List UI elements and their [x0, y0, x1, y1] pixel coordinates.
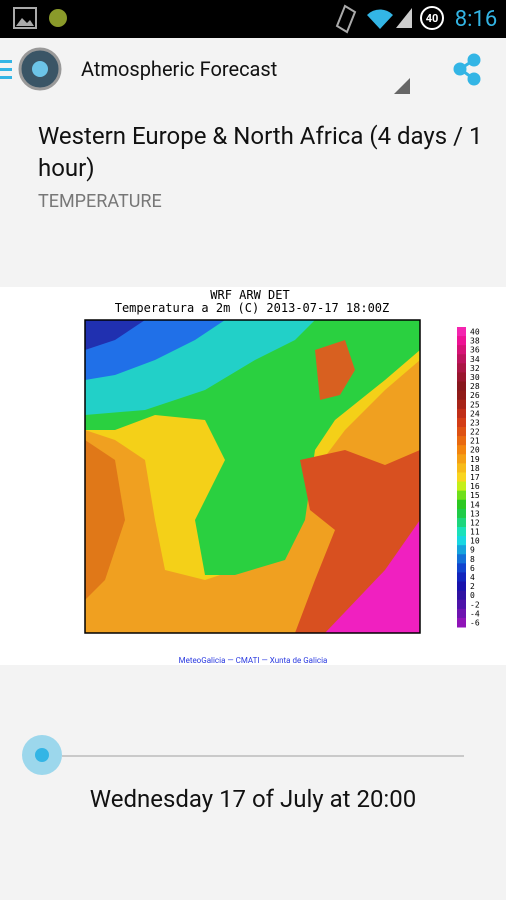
scale-label: 4 [470, 573, 475, 582]
scale-segment [457, 536, 466, 546]
scale-label: 9 [470, 546, 475, 555]
scale-label: 15 [470, 491, 480, 500]
scale-segment [457, 436, 466, 446]
battery-level: 40 [426, 12, 439, 25]
bug-icon [49, 9, 67, 27]
scale-segment [457, 427, 466, 437]
scale-label: 19 [470, 455, 480, 464]
scale-segment [457, 517, 466, 528]
scale-label: -4 [470, 609, 480, 618]
map-subtitle: Temperatura a 2m (C) 2013-07-17 18:00Z [115, 301, 390, 315]
scale-segment [457, 399, 466, 410]
scale-segment [457, 463, 466, 473]
scale-label: 18 [470, 464, 480, 473]
map-field [85, 320, 420, 633]
scale-label: 40 [470, 328, 480, 337]
scale-label: 20 [470, 446, 480, 455]
scale-label: 34 [470, 355, 480, 364]
scale-label: 2 [470, 582, 475, 591]
scale-segment [457, 572, 466, 583]
gallery-icon [13, 7, 37, 29]
scale-label: 32 [470, 364, 480, 373]
scale-label: 24 [470, 409, 480, 418]
scale-label: 12 [470, 518, 480, 527]
map-credit: MeteoGalicia — CMATI — Xunta de Galicia [179, 656, 328, 665]
scale-segment [457, 481, 466, 492]
color-scale: 4038363432302826252423222120191817161514… [457, 327, 480, 628]
scale-segment [457, 472, 466, 483]
scale-segment [457, 608, 466, 619]
clock: 8:16 [455, 7, 497, 32]
app-bar: Atmospheric Forecast [0, 38, 506, 100]
wifi-icon [367, 9, 393, 29]
scale-label: 6 [470, 564, 475, 573]
scale-label: -6 [470, 618, 480, 627]
scale-segment [457, 581, 466, 592]
scale-segment [457, 563, 466, 573]
scale-label: 36 [470, 346, 480, 355]
battery-icon [420, 6, 444, 30]
scale-segment [457, 372, 466, 383]
scale-label: 11 [470, 528, 480, 537]
scale-segment [457, 499, 466, 510]
scale-segment [457, 590, 466, 601]
scale-segment [457, 363, 466, 373]
scale-label: 8 [470, 555, 475, 564]
scale-label: 22 [470, 428, 480, 437]
status-bar: 40 8:16 [0, 0, 506, 38]
map-title: WRF ARW DET [210, 288, 289, 302]
scale-segment [457, 345, 466, 355]
forecast-title: Western Europe & North Africa (4 days / … [38, 122, 483, 182]
spinner-arrow[interactable] [394, 78, 410, 94]
scale-segment [457, 617, 466, 628]
scale-label: 26 [470, 391, 480, 400]
gallery-icon-shape [16, 18, 34, 26]
scale-label: 13 [470, 509, 480, 518]
scale-segment [457, 527, 466, 537]
scale-segment [457, 445, 466, 455]
scale-segment [457, 381, 466, 392]
time-slider[interactable] [0, 730, 506, 782]
scale-segment [457, 417, 466, 428]
scale-label: 21 [470, 437, 480, 446]
scale-segment [457, 554, 466, 564]
scale-label: 14 [470, 500, 480, 509]
forecast-date: Wednesday 17 of July at 20:00 [89, 785, 417, 813]
scale-segment [457, 336, 466, 346]
scale-segment [457, 545, 466, 555]
scale-label: 38 [470, 337, 480, 346]
app-title: Atmospheric Forecast [81, 57, 277, 81]
scale-label: 10 [470, 537, 480, 546]
scale-segment [457, 454, 466, 464]
scale-label: 0 [470, 591, 475, 600]
scale-segment [457, 508, 466, 519]
forecast-map[interactable]: WRF ARW DET Temperatura a 2m (C) 2013-07… [0, 287, 506, 665]
scale-segment [457, 390, 466, 401]
scale-label: 16 [470, 482, 480, 491]
scale-segment [457, 490, 466, 501]
app-icon-center [32, 61, 48, 77]
scale-segment [457, 327, 466, 337]
scale-segment [457, 408, 466, 419]
signal-icon [396, 8, 412, 28]
scale-segment [457, 599, 466, 610]
forecast-subtitle: TEMPERATURE [38, 191, 162, 212]
scale-segment [457, 354, 466, 364]
scale-label: 25 [470, 400, 480, 409]
menu-icon[interactable] [0, 60, 12, 79]
scale-label: 28 [470, 382, 480, 391]
scale-label: 17 [470, 473, 480, 482]
scale-label: 23 [470, 418, 480, 427]
map-frame [84, 319, 421, 634]
slider-thumb[interactable] [35, 748, 49, 762]
scale-label: -2 [470, 600, 480, 609]
scale-label: 30 [470, 373, 480, 382]
vibrate-icon [335, 4, 357, 34]
share-icon[interactable] [453, 53, 481, 86]
